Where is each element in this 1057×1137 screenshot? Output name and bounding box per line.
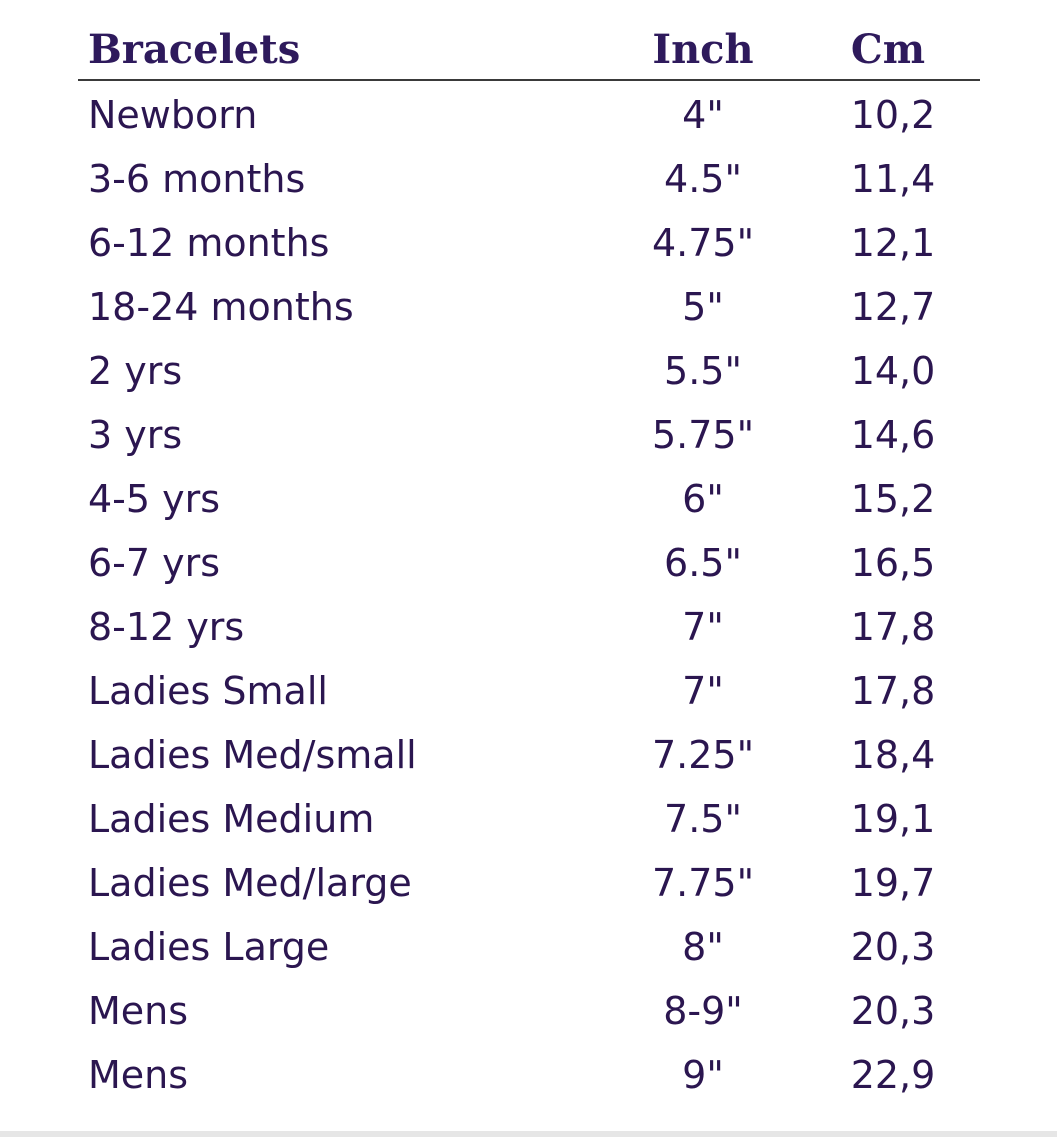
- header-cm: Cm: [850, 26, 926, 73]
- row-label: 3 yrs: [88, 413, 183, 457]
- row-cm: 16,5: [850, 541, 936, 585]
- row-inch: 7.25": [651, 733, 755, 777]
- row-label: Ladies Small: [88, 669, 328, 713]
- row-cm: 19,7: [850, 861, 936, 905]
- row-label: Mens: [88, 1053, 189, 1097]
- row-cm: 20,3: [850, 989, 936, 1033]
- table-row: Ladies Medium 7.5" 19,1: [78, 788, 980, 852]
- row-inch: 4.75": [651, 221, 755, 265]
- table-row: Mens 9" 22,9: [78, 1044, 980, 1108]
- row-cm: 14,6: [850, 413, 936, 457]
- bracelet-size-table: Bracelets Inch Cm Newborn 4" 10,2 3-6 mo…: [78, 22, 980, 1097]
- table-row: Newborn 4" 10,2: [78, 84, 980, 148]
- row-cm: 22,9: [850, 1053, 936, 1097]
- table-body: Newborn 4" 10,2 3-6 months 4.5" 11,4 6-1…: [78, 84, 980, 1108]
- header-inch: Inch: [652, 26, 754, 73]
- table-header-row: Bracelets Inch Cm: [78, 22, 980, 81]
- table-row: 18-24 months 5" 12,7: [78, 276, 980, 340]
- row-label: Ladies Large: [88, 925, 330, 969]
- row-cm: 15,2: [850, 477, 936, 521]
- row-cm: 20,3: [850, 925, 936, 969]
- table-row: 6-7 yrs 6.5" 16,5: [78, 532, 980, 596]
- row-label: 2 yrs: [88, 349, 183, 393]
- row-inch: 5.5": [664, 349, 742, 393]
- row-inch: 5": [682, 285, 724, 329]
- table-row: 4-5 yrs 6" 15,2: [78, 468, 980, 532]
- row-label: 18-24 months: [88, 285, 354, 329]
- row-label: 6-12 months: [88, 221, 330, 265]
- table-row: Ladies Med/large 7.75" 19,7: [78, 852, 980, 916]
- row-cm: 12,7: [850, 285, 936, 329]
- row-label: 3-6 months: [88, 157, 306, 201]
- row-label: 4-5 yrs: [88, 477, 221, 521]
- row-inch: 6.5": [664, 541, 742, 585]
- row-inch: 8": [682, 925, 724, 969]
- row-label: Ladies Med/small: [88, 733, 417, 777]
- row-inch: 6": [682, 477, 724, 521]
- row-inch: 5.75": [651, 413, 755, 457]
- row-cm: 11,4: [850, 157, 936, 201]
- row-inch: 4.5": [664, 157, 742, 201]
- row-cm: 18,4: [850, 733, 936, 777]
- row-label: 6-7 yrs: [88, 541, 221, 585]
- bottom-divider: [0, 1131, 1057, 1137]
- row-inch: 7": [682, 669, 724, 713]
- table-row: Ladies Med/small 7.25" 18,4: [78, 724, 980, 788]
- table-row: 3 yrs 5.75" 14,6: [78, 404, 980, 468]
- row-cm: 17,8: [850, 605, 936, 649]
- table-row: 8-12 yrs 7" 17,8: [78, 596, 980, 660]
- row-cm: 10,2: [850, 93, 936, 137]
- row-inch: 8-9": [663, 989, 743, 1033]
- header-bracelets: Bracelets: [88, 26, 301, 73]
- row-inch: 7.5": [664, 797, 742, 841]
- table-row: 2 yrs 5.5" 14,0: [78, 340, 980, 404]
- row-label: Mens: [88, 989, 189, 1033]
- row-label: 8-12 yrs: [88, 605, 245, 649]
- row-inch: 7": [682, 605, 724, 649]
- row-cm: 17,8: [850, 669, 936, 713]
- row-label: Ladies Med/large: [88, 861, 412, 905]
- row-cm: 12,1: [850, 221, 936, 265]
- row-inch: 7.75": [651, 861, 755, 905]
- row-inch: 9": [682, 1053, 724, 1097]
- row-cm: 19,1: [850, 797, 936, 841]
- table-row: Ladies Large 8" 20,3: [78, 916, 980, 980]
- row-label: Newborn: [88, 93, 258, 137]
- row-label: Ladies Medium: [88, 797, 375, 841]
- table-row: Mens 8-9" 20,3: [78, 980, 980, 1044]
- table-row: 3-6 months 4.5" 11,4: [78, 148, 980, 212]
- table-row: 6-12 months 4.75" 12,1: [78, 212, 980, 276]
- row-inch: 4": [682, 93, 724, 137]
- row-cm: 14,0: [850, 349, 936, 393]
- table-row: Ladies Small 7" 17,8: [78, 660, 980, 724]
